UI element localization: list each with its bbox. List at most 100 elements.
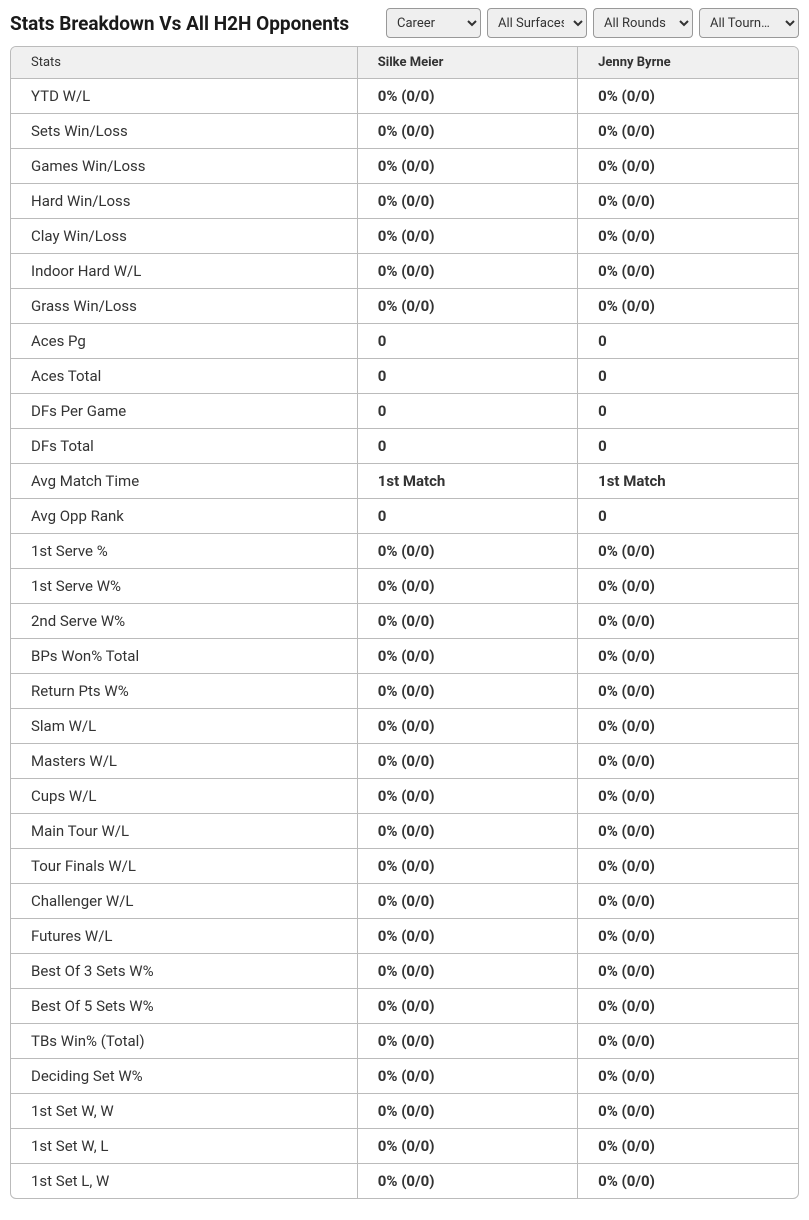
- table-header-row: Stats Silke Meier Jenny Byrne: [11, 47, 798, 79]
- player2-value: 0% (0/0): [578, 184, 798, 219]
- player1-value: 0% (0/0): [357, 639, 577, 674]
- stat-label: 1st Set L, W: [11, 1164, 357, 1199]
- table-row: Tour Finals W/L0% (0/0)0% (0/0): [11, 849, 798, 884]
- table-row: 1st Serve W%0% (0/0)0% (0/0): [11, 569, 798, 604]
- table-row: Aces Total00: [11, 359, 798, 394]
- player1-value: 0% (0/0): [357, 884, 577, 919]
- player1-value: 0% (0/0): [357, 954, 577, 989]
- stat-label: Futures W/L: [11, 919, 357, 954]
- player2-value: 1st Match: [578, 464, 798, 499]
- player2-value: 0: [578, 499, 798, 534]
- table-row: Best Of 3 Sets W%0% (0/0)0% (0/0): [11, 954, 798, 989]
- player1-value: 0: [357, 359, 577, 394]
- table-row: 2nd Serve W%0% (0/0)0% (0/0): [11, 604, 798, 639]
- stat-label: 1st Set W, L: [11, 1129, 357, 1164]
- column-header-player2: Jenny Byrne: [578, 47, 798, 79]
- table-row: Indoor Hard W/L0% (0/0)0% (0/0): [11, 254, 798, 289]
- player2-value: 0: [578, 324, 798, 359]
- player2-value: 0% (0/0): [578, 1164, 798, 1199]
- player2-value: 0% (0/0): [578, 1024, 798, 1059]
- table-row: 1st Set W, L0% (0/0)0% (0/0): [11, 1129, 798, 1164]
- player1-value: 0% (0/0): [357, 149, 577, 184]
- player1-value: 0: [357, 429, 577, 464]
- player1-value: 0% (0/0): [357, 989, 577, 1024]
- stats-tbody: YTD W/L0% (0/0)0% (0/0)Sets Win/Loss0% (…: [11, 79, 798, 1199]
- stat-label: Avg Match Time: [11, 464, 357, 499]
- player2-value: 0% (0/0): [578, 289, 798, 324]
- player1-value: 0% (0/0): [357, 604, 577, 639]
- table-row: Best Of 5 Sets W%0% (0/0)0% (0/0): [11, 989, 798, 1024]
- player1-value: 0% (0/0): [357, 1129, 577, 1164]
- page-title: Stats Breakdown Vs All H2H Opponents: [10, 12, 349, 35]
- player1-value: 0% (0/0): [357, 1059, 577, 1094]
- rounds-select[interactable]: All Rounds: [593, 8, 693, 38]
- player2-value: 0% (0/0): [578, 709, 798, 744]
- player2-value: 0% (0/0): [578, 919, 798, 954]
- player2-value: 0% (0/0): [578, 884, 798, 919]
- player2-value: 0% (0/0): [578, 114, 798, 149]
- filter-group: Career All Surfaces All Rounds All Tourn…: [386, 8, 799, 38]
- stat-label: Aces Total: [11, 359, 357, 394]
- stat-label: Sets Win/Loss: [11, 114, 357, 149]
- stat-label: YTD W/L: [11, 79, 357, 114]
- table-row: Deciding Set W%0% (0/0)0% (0/0): [11, 1059, 798, 1094]
- table-row: DFs Total00: [11, 429, 798, 464]
- player1-value: 0% (0/0): [357, 534, 577, 569]
- stat-label: Games Win/Loss: [11, 149, 357, 184]
- stat-label: Cups W/L: [11, 779, 357, 814]
- table-row: BPs Won% Total0% (0/0)0% (0/0): [11, 639, 798, 674]
- player2-value: 0% (0/0): [578, 779, 798, 814]
- stat-label: Aces Pg: [11, 324, 357, 359]
- player2-value: 0% (0/0): [578, 569, 798, 604]
- player1-value: 0% (0/0): [357, 1024, 577, 1059]
- player2-value: 0% (0/0): [578, 674, 798, 709]
- stat-label: Return Pts W%: [11, 674, 357, 709]
- column-header-stats: Stats: [11, 47, 357, 79]
- table-row: Avg Opp Rank00: [11, 499, 798, 534]
- player1-value: 1st Match: [357, 464, 577, 499]
- stat-label: Masters W/L: [11, 744, 357, 779]
- stat-label: Tour Finals W/L: [11, 849, 357, 884]
- table-row: Hard Win/Loss0% (0/0)0% (0/0): [11, 184, 798, 219]
- player2-value: 0: [578, 394, 798, 429]
- player1-value: 0% (0/0): [357, 254, 577, 289]
- player2-value: 0% (0/0): [578, 79, 798, 114]
- career-select[interactable]: Career: [386, 8, 481, 38]
- stat-label: Best Of 3 Sets W%: [11, 954, 357, 989]
- header-bar: Stats Breakdown Vs All H2H Opponents Car…: [0, 0, 809, 46]
- stat-label: Slam W/L: [11, 709, 357, 744]
- player2-value: 0: [578, 429, 798, 464]
- table-row: 1st Set W, W0% (0/0)0% (0/0): [11, 1094, 798, 1129]
- table-row: Aces Pg00: [11, 324, 798, 359]
- player2-value: 0% (0/0): [578, 954, 798, 989]
- player2-value: 0: [578, 359, 798, 394]
- table-row: Challenger W/L0% (0/0)0% (0/0): [11, 884, 798, 919]
- stat-label: TBs Win% (Total): [11, 1024, 357, 1059]
- table-row: YTD W/L0% (0/0)0% (0/0): [11, 79, 798, 114]
- table-row: 1st Set L, W0% (0/0)0% (0/0): [11, 1164, 798, 1199]
- stat-label: Deciding Set W%: [11, 1059, 357, 1094]
- player1-value: 0: [357, 394, 577, 429]
- player2-value: 0% (0/0): [578, 1094, 798, 1129]
- table-row: 1st Serve %0% (0/0)0% (0/0): [11, 534, 798, 569]
- stat-label: Avg Opp Rank: [11, 499, 357, 534]
- player1-value: 0% (0/0): [357, 779, 577, 814]
- stat-label: Main Tour W/L: [11, 814, 357, 849]
- stat-label: Grass Win/Loss: [11, 289, 357, 324]
- player2-value: 0% (0/0): [578, 639, 798, 674]
- player1-value: 0% (0/0): [357, 184, 577, 219]
- table-row: Sets Win/Loss0% (0/0)0% (0/0): [11, 114, 798, 149]
- player1-value: 0% (0/0): [357, 114, 577, 149]
- player2-value: 0% (0/0): [578, 849, 798, 884]
- player1-value: 0% (0/0): [357, 289, 577, 324]
- player2-value: 0% (0/0): [578, 604, 798, 639]
- stat-label: Clay Win/Loss: [11, 219, 357, 254]
- stat-label: 1st Serve %: [11, 534, 357, 569]
- table-row: Grass Win/Loss0% (0/0)0% (0/0): [11, 289, 798, 324]
- stat-label: DFs Total: [11, 429, 357, 464]
- player2-value: 0% (0/0): [578, 1129, 798, 1164]
- tournaments-select[interactable]: All Tourn…: [699, 8, 799, 38]
- player2-value: 0% (0/0): [578, 989, 798, 1024]
- player1-value: 0% (0/0): [357, 709, 577, 744]
- surfaces-select[interactable]: All Surfaces: [487, 8, 587, 38]
